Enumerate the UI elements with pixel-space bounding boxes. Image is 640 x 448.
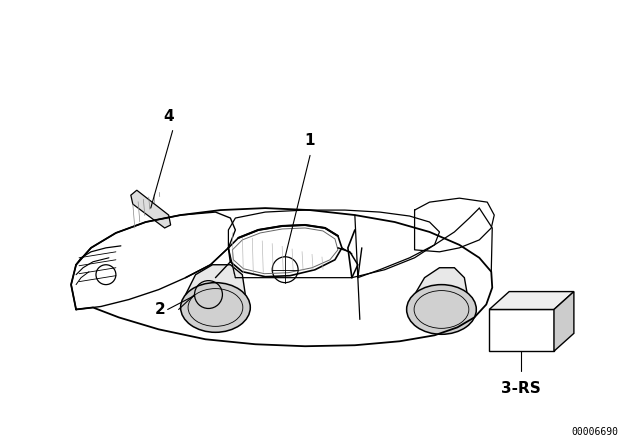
Ellipse shape [406,284,476,334]
Polygon shape [131,190,171,228]
Polygon shape [415,268,467,314]
Polygon shape [489,292,574,310]
Text: 2: 2 [155,302,166,317]
Polygon shape [554,292,574,351]
Ellipse shape [180,283,250,332]
Text: 1: 1 [305,134,316,148]
Polygon shape [489,310,554,351]
Polygon shape [186,265,245,318]
Text: 00006690: 00006690 [572,426,619,437]
Text: 3-RS: 3-RS [501,381,541,396]
Text: 4: 4 [163,108,174,124]
